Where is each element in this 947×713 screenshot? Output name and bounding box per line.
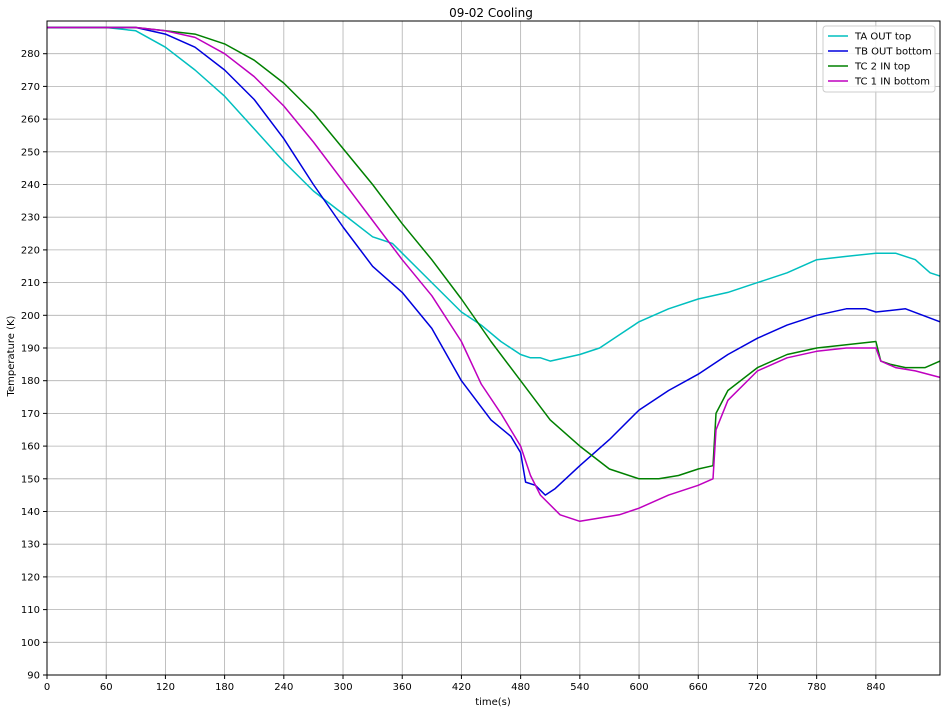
x-tick-label: 600 (629, 682, 648, 693)
y-tick-label: 150 (21, 474, 40, 485)
y-tick-label: 210 (21, 278, 40, 289)
y-axis-ticks: 90 100 110 120 130 140 150 160 170 180 190 200 210 22… (21, 49, 47, 682)
y-tick-label: 280 (21, 49, 40, 60)
legend-label: TC 2 IN top (854, 62, 910, 73)
x-tick-label: 60 (100, 682, 113, 693)
y-tick-label: 260 (21, 115, 40, 126)
x-tick-label: 0 (44, 682, 50, 693)
y-tick-label: 240 (21, 180, 40, 191)
grid-lines (46, 21, 940, 676)
y-tick-label: 270 (21, 82, 40, 93)
x-tick-label: 540 (570, 682, 589, 693)
y-tick-label: 100 (21, 638, 40, 649)
x-tick-label: 420 (452, 682, 471, 693)
series-line-2 (47, 26, 941, 480)
chart-title: 09-02 Cooling (449, 6, 533, 20)
y-tick-label: 110 (21, 605, 40, 616)
y-tick-label: 200 (21, 311, 40, 322)
x-tick-label: 780 (807, 682, 826, 693)
y-tick-label: 180 (21, 376, 40, 387)
series-lines (47, 26, 941, 523)
legend-box (822, 25, 936, 93)
x-tick-label: 360 (393, 682, 412, 693)
legend-label: TB OUT bottom (854, 47, 932, 58)
y-tick-label: 220 (21, 245, 40, 256)
x-tick-label: 480 (511, 682, 530, 693)
series-line-1 (47, 26, 941, 496)
x-tick-label: 120 (156, 682, 175, 693)
y-tick-label: 230 (21, 213, 40, 224)
y-tick-label: 140 (21, 507, 40, 518)
x-tick-label: 720 (748, 682, 767, 693)
y-tick-label: 160 (21, 442, 40, 453)
y-tick-label: 250 (21, 147, 40, 158)
x-axis-label: time(s) (475, 697, 511, 708)
x-axis-ticks: 0 60 120 180 240 300 360 420 480 540 600 660 720 780 8… (44, 675, 885, 693)
legend-label: TC 1 IN bottom (854, 77, 930, 88)
legend-label: TA OUT top (854, 32, 911, 43)
y-tick-label: 170 (21, 409, 40, 420)
series-line-0 (47, 26, 941, 362)
y-tick-label: 190 (21, 344, 40, 355)
x-tick-label: 300 (333, 682, 352, 693)
y-tick-label: 90 (27, 671, 40, 682)
y-tick-label: 120 (21, 572, 40, 583)
series-line-3 (47, 26, 941, 523)
y-tick-label: 130 (21, 540, 40, 551)
x-tick-label: 180 (215, 682, 234, 693)
legend: TA OUT top TB OUT bottom TC 2 IN top TC 1 I… (822, 25, 936, 93)
x-tick-label: 660 (689, 682, 708, 693)
x-tick-label: 840 (866, 682, 885, 693)
x-tick-label: 240 (274, 682, 293, 693)
y-axis-label: Temperature (K) (6, 315, 17, 397)
